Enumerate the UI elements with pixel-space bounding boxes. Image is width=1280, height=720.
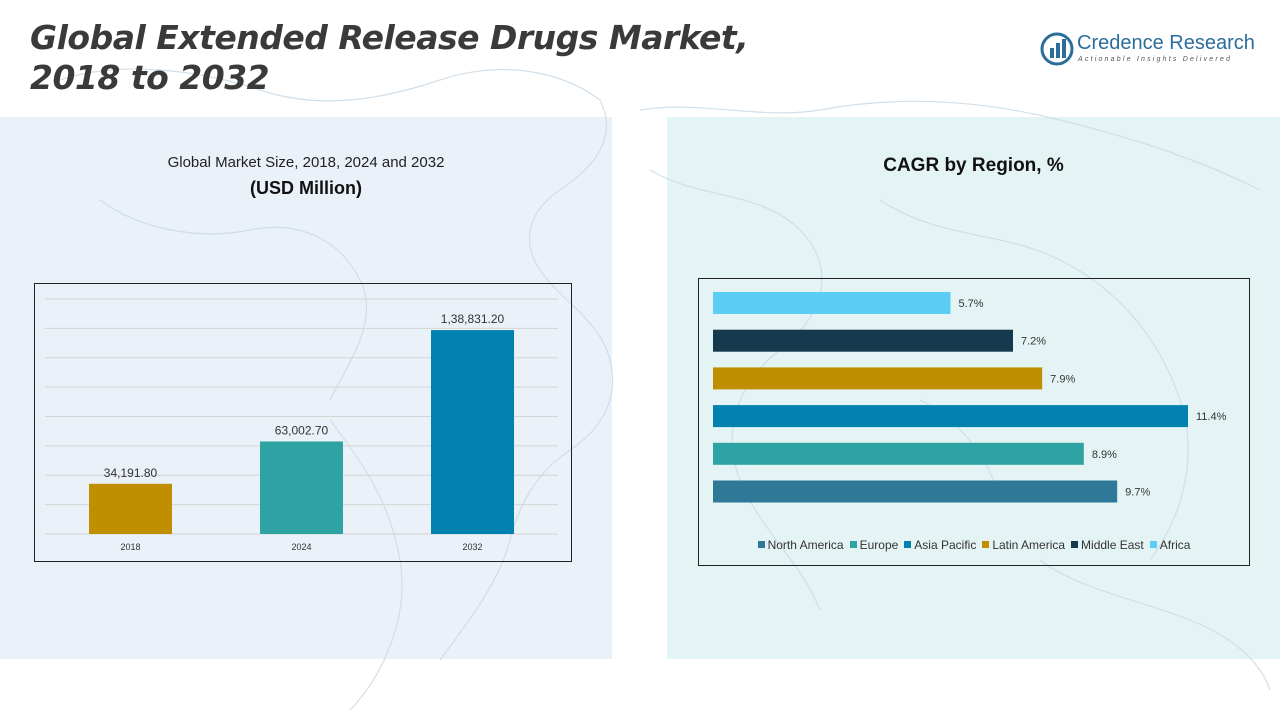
market-size-chart: 34,191.80 2018 63,002.70 2024 1,38,831.20 203… bbox=[34, 283, 572, 562]
market-size-chart-svg: 34,191.80 2018 63,002.70 2024 1,38,831.20 203… bbox=[45, 298, 558, 552]
hbar-value-label: 9.7% bbox=[1125, 487, 1150, 499]
hbar-europe bbox=[713, 442, 1084, 465]
cagr-legend: North America Europe Asia Pacific Latin Ame… bbox=[699, 538, 1249, 552]
x-tick-label: 2032 bbox=[462, 542, 482, 552]
legend-item: Africa bbox=[1149, 538, 1191, 552]
cagr-by-region-chart: 5.7% 7.2% 7.9% 11.4% 8.9% 9.7% North America E… bbox=[698, 278, 1250, 566]
legend-swatch bbox=[757, 541, 765, 549]
hbar-value-label: 7.2% bbox=[1021, 336, 1046, 348]
legend-item: Middle East bbox=[1071, 538, 1144, 552]
hbar-latin-america bbox=[713, 367, 1043, 390]
legend-label: Africa bbox=[1159, 538, 1191, 552]
credence-research-logo: Credence Research Actionable Insights De… bbox=[1040, 30, 1260, 70]
legend-swatch bbox=[1071, 541, 1079, 549]
legend-label: Latin America bbox=[992, 538, 1066, 552]
bar-2032 bbox=[431, 330, 514, 534]
legend-label: Asia Pacific bbox=[914, 538, 977, 552]
legend-item: Latin America bbox=[982, 538, 1065, 552]
x-tick-label: 2018 bbox=[120, 542, 140, 552]
market-size-subtitle: Global Market Size, 2018, 2024 and 2032 bbox=[167, 154, 445, 171]
cagr-chart-title: CAGR by Region, % bbox=[883, 155, 1064, 176]
page-title: Global Extended Release Drugs Market, 20… bbox=[30, 18, 749, 98]
legend-label: Europe bbox=[859, 538, 899, 552]
bar-value-label: 1,38,831.20 bbox=[441, 312, 505, 326]
legend-swatch bbox=[849, 541, 857, 549]
cagr-chart-svg: 5.7% 7.2% 7.9% 11.4% 8.9% 9.7% bbox=[713, 292, 1227, 503]
hbar-value-label: 5.7% bbox=[959, 298, 984, 310]
legend-swatch bbox=[1149, 541, 1157, 549]
legend-item: Asia Pacific bbox=[904, 538, 976, 552]
hbar-asia-pacific bbox=[713, 405, 1188, 428]
legend-swatch bbox=[904, 541, 912, 549]
logo-tagline: Actionable Insights Delivered bbox=[1078, 56, 1233, 63]
page-title-line-1: Global Extended Release Drugs Market, bbox=[30, 18, 749, 57]
legend-label: Middle East bbox=[1081, 538, 1144, 552]
hbar-value-label: 7.9% bbox=[1050, 373, 1075, 385]
bar-2018 bbox=[89, 483, 172, 534]
hbar-value-label: 11.4% bbox=[1196, 411, 1227, 423]
hbar-north-america bbox=[713, 480, 1118, 503]
bar-value-label: 63,002.70 bbox=[275, 423, 329, 437]
bar-value-label: 34,191.80 bbox=[104, 466, 158, 480]
hbar-africa bbox=[713, 292, 951, 314]
logo-name: Credence Research bbox=[1077, 32, 1255, 54]
hbar-middle-east bbox=[713, 329, 1013, 352]
bar-2024 bbox=[260, 441, 343, 534]
legend-swatch bbox=[982, 541, 990, 549]
market-size-unit: (USD Million) bbox=[250, 178, 362, 198]
page-title-line-2: 2018 to 2032 bbox=[30, 58, 270, 97]
legend-item: North America bbox=[757, 538, 844, 552]
x-tick-label: 2024 bbox=[291, 542, 311, 552]
bar-chart-logo-icon bbox=[1040, 32, 1074, 66]
hbar-value-label: 8.9% bbox=[1092, 449, 1117, 461]
legend-item: Europe bbox=[849, 538, 899, 552]
legend-label: North America bbox=[767, 538, 844, 552]
